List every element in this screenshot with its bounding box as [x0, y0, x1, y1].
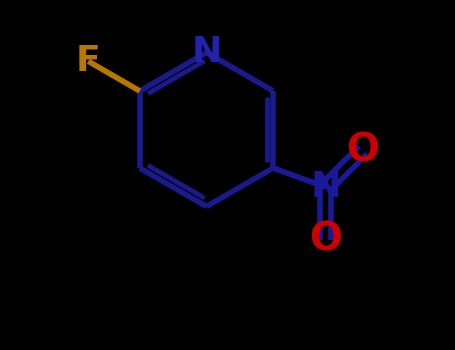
- Text: N: N: [191, 35, 222, 70]
- Text: N: N: [311, 170, 341, 204]
- Text: F: F: [76, 44, 101, 78]
- Text: O: O: [346, 131, 379, 169]
- Text: O: O: [309, 220, 342, 259]
